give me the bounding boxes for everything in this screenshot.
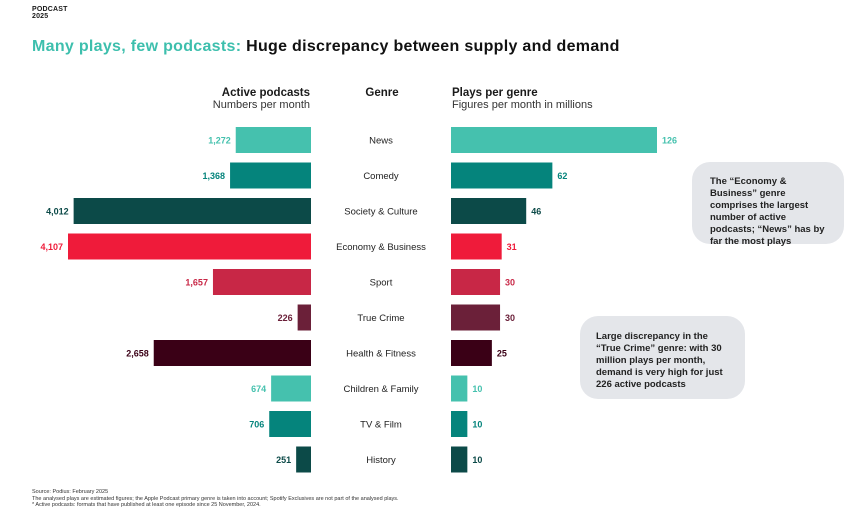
footnotes: Source: Podius: February 2025 The analys…	[32, 489, 399, 509]
left-value-label-comedy: 1,368	[203, 171, 226, 181]
right-bar-health-and-fitness	[451, 340, 492, 366]
footnote-source: Source: Podius: February 2025	[32, 489, 109, 495]
category-label-sport: Sport	[370, 278, 393, 289]
category-label-health-and-fitness: Health & Fitness	[346, 349, 416, 360]
left-value-label-true-crime: 226	[278, 313, 293, 323]
right-value-label-tv-and-film: 10	[472, 420, 482, 430]
left-value-label-history: 251	[276, 455, 291, 465]
category-label-comedy: Comedy	[363, 171, 399, 182]
left-bar-news	[235, 127, 311, 153]
right-bar-tv-and-film	[451, 411, 468, 437]
right-bar-comedy	[451, 162, 553, 189]
left-value-label-society-and-culture: 4,012	[46, 207, 69, 217]
right-bar-children-and-family	[451, 375, 468, 402]
left-value-label-children-and-family: 674	[251, 384, 266, 394]
callout-economy-text: The “Economy & Business” genre comprises…	[710, 176, 825, 247]
right-value-label-history: 10	[472, 455, 482, 465]
left-value-label-economy-and-business: 4,107	[40, 242, 63, 252]
left-value-label-health-and-fitness: 2,658	[126, 349, 149, 359]
left-header-subtitle: Numbers per month	[212, 99, 310, 111]
left-bar-tv-and-film	[269, 411, 311, 437]
left-bar-economy-and-business	[68, 233, 311, 260]
footnote-method: The analysed plays are estimated figures…	[32, 495, 399, 502]
callout-true-crime: Large discrepancy in the “True Crime” ge…	[580, 316, 745, 399]
category-label-true-crime: True Crime	[357, 313, 404, 324]
left-value-label-tv-and-film: 706	[249, 420, 264, 430]
page-title: Many plays, few podcasts: Huge discrepan…	[32, 38, 620, 56]
right-bar-true-crime	[451, 304, 501, 331]
brand-line-2: 2025	[32, 13, 49, 20]
center-header-title: Genre	[365, 87, 399, 99]
right-value-label-children-and-family: 10	[472, 384, 482, 394]
left-header: Active podcasts Numbers per month	[213, 87, 310, 111]
center-header: Genre	[362, 87, 402, 99]
left-bar-true-crime	[297, 304, 311, 331]
category-label-news: News	[369, 136, 393, 147]
right-value-label-comedy: 62	[557, 171, 567, 181]
right-value-label-news: 126	[662, 136, 677, 146]
right-value-label-economy-and-business: 31	[507, 242, 517, 252]
right-value-label-true-crime: 30	[505, 313, 515, 323]
left-bar-sport	[212, 269, 311, 295]
right-value-label-society-and-culture: 46	[531, 207, 541, 217]
diverging-bar-chart: 1,272 News 126 1,368 Comedy 62 4,012 Society & …	[40, 127, 677, 473]
title-rest: Huge discrepancy between supply and dema…	[246, 38, 620, 55]
right-bar-society-and-culture	[451, 198, 527, 224]
footnote-definition: * Active podcasts: formats that have pub…	[32, 502, 261, 508]
category-label-children-and-family: Children & Family	[344, 384, 419, 395]
callout-economy: The “Economy & Business” genre comprises…	[692, 162, 844, 247]
category-label-history: History	[366, 455, 396, 466]
category-label-tv-and-film: TV & Film	[360, 420, 402, 431]
right-value-label-health-and-fitness: 25	[497, 349, 507, 359]
category-label-society-and-culture: Society & Culture	[344, 207, 417, 218]
left-bar-health-and-fitness	[153, 340, 311, 366]
right-bar-history	[451, 446, 468, 473]
brand-line-1: PODCAST	[32, 6, 68, 13]
left-header-title: Active podcasts	[221, 87, 310, 99]
right-header-title: Plays per genre	[452, 87, 538, 99]
brand-logo: PODCAST 2025	[32, 6, 68, 20]
right-header-subtitle: Figures per month in millions	[452, 99, 593, 111]
right-header: Plays per genre Figures per month in mil…	[452, 87, 593, 111]
right-bar-news	[451, 127, 657, 153]
left-bar-children-and-family	[271, 375, 311, 402]
title-highlight: Many plays, few podcasts:	[32, 38, 242, 55]
left-bar-society-and-culture	[73, 198, 312, 224]
left-value-label-news: 1,272	[208, 136, 231, 146]
left-bar-history	[296, 446, 311, 473]
right-value-label-sport: 30	[505, 278, 515, 288]
right-bar-sport	[451, 269, 501, 295]
left-bar-comedy	[230, 162, 311, 189]
left-value-label-sport: 1,657	[185, 278, 208, 288]
callout-true-crime-text: Large discrepancy in the “True Crime” ge…	[596, 331, 723, 390]
right-bar-economy-and-business	[451, 233, 502, 260]
category-label-economy-and-business: Economy & Business	[336, 242, 426, 253]
